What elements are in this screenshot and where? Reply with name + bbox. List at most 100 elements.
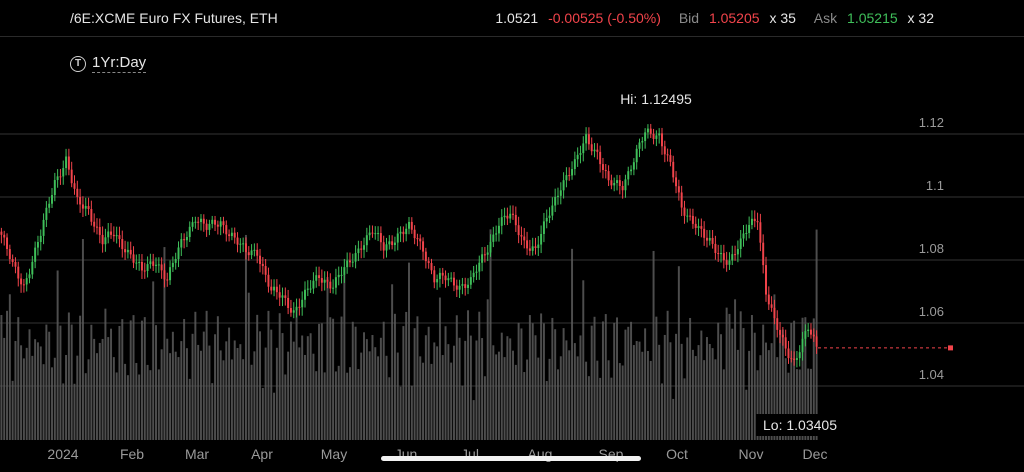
candle-body [812, 334, 815, 337]
x-tick-label: Apr [251, 446, 273, 462]
candle-body [630, 169, 633, 172]
volume-bar [332, 318, 335, 440]
candle-body [478, 262, 481, 272]
volume-bar [149, 370, 152, 440]
candle-body [140, 261, 143, 271]
candle-body [388, 241, 391, 245]
volume-bar [672, 398, 675, 440]
candle-body [219, 221, 222, 227]
volume-bar [461, 385, 464, 440]
volume-bar [506, 336, 509, 440]
candle-body [90, 209, 93, 222]
candle-body [433, 270, 436, 283]
volume-bar [304, 354, 306, 440]
candle-body [244, 243, 247, 253]
candle-body [599, 151, 602, 165]
volume-bar [585, 361, 588, 440]
volume-bar [211, 383, 214, 440]
volume-bar [101, 338, 104, 440]
volume-bar [253, 351, 256, 440]
candle-body [25, 278, 28, 285]
candle-body [112, 234, 115, 237]
volume-bar [795, 369, 798, 440]
volume-bar [354, 326, 357, 440]
volume-bar [705, 337, 708, 440]
candle-body [67, 156, 70, 170]
home-indicator[interactable] [381, 456, 641, 461]
candle-body [48, 203, 51, 208]
candle-body [680, 192, 683, 208]
volume-bar [573, 343, 576, 440]
candle-body [211, 219, 214, 224]
volume-bar [610, 377, 613, 440]
candle-body [621, 185, 624, 191]
volume-bar [65, 354, 68, 440]
volume-bar [76, 355, 79, 440]
volume-bar [630, 321, 633, 440]
volume-bar [444, 326, 447, 440]
volume-bar [90, 324, 93, 440]
candle-body [216, 224, 219, 227]
volume-bar [171, 331, 174, 440]
candle-body [98, 227, 101, 235]
period-selector[interactable]: T 1Yr:Day [70, 54, 147, 73]
candle-body [593, 149, 596, 152]
candle-body [318, 275, 321, 279]
volume-bar [115, 372, 118, 440]
candle-body [374, 233, 377, 235]
candle-body [261, 263, 264, 267]
volume-bar [734, 299, 737, 440]
volume-bar [739, 311, 742, 440]
volume-bar [413, 328, 416, 440]
volume-bar [495, 354, 498, 440]
candle-body [495, 233, 498, 235]
candle-body [309, 288, 312, 290]
candle-body [725, 260, 728, 265]
volume-bar [42, 364, 45, 440]
candle-body [79, 196, 82, 205]
candle-body [95, 226, 98, 228]
candle-body [163, 270, 166, 280]
candle-body [0, 231, 3, 235]
candle-body [166, 279, 169, 281]
volume-bar [323, 372, 326, 440]
candle-body [329, 281, 332, 289]
volume-bar [8, 294, 11, 440]
volume-bar [247, 292, 250, 440]
candle-body [571, 169, 574, 176]
volume-bar [107, 337, 110, 440]
volume-bar [140, 320, 143, 440]
volume-bar [67, 312, 70, 440]
volume-bar [169, 353, 172, 440]
candle-body [548, 215, 551, 218]
volume-bar [298, 347, 301, 440]
volume-bar [548, 358, 551, 440]
volume-bar [793, 320, 796, 440]
candle-body [509, 213, 512, 219]
volume-bar [79, 315, 82, 440]
volume-bar [132, 315, 135, 440]
volume-bar [767, 350, 770, 440]
candle-body [689, 215, 692, 217]
last-price: 1.0521 [495, 10, 539, 26]
volume-bar [784, 358, 787, 440]
volume-bar [379, 337, 382, 440]
candle-body [467, 284, 470, 288]
candle-body [790, 358, 793, 360]
volume-bar [689, 317, 692, 440]
volume-bar [419, 356, 422, 440]
volume-bar [562, 328, 565, 440]
volume-bar [652, 250, 655, 440]
candle-body [183, 239, 186, 241]
volume-bar [214, 334, 217, 440]
volume-bar [59, 325, 62, 440]
volume-bar [284, 374, 287, 440]
candle-body [332, 287, 335, 289]
candle-body [385, 244, 388, 251]
volume-bar [540, 313, 543, 440]
volume-bar [0, 315, 3, 440]
candle-body [250, 250, 253, 256]
volume-bar [177, 357, 180, 440]
volume-bar [436, 346, 439, 440]
